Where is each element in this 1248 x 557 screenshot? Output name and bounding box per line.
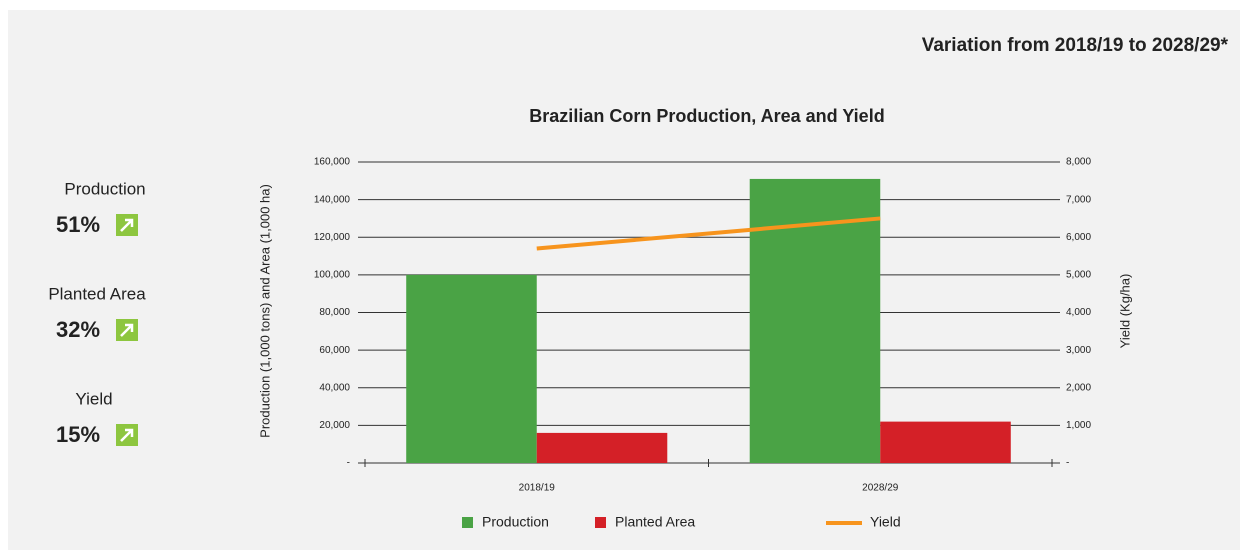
y-tick-label: 140,000	[314, 194, 351, 205]
x-tick-label: 2028/29	[862, 483, 899, 494]
panel	[8, 10, 1240, 550]
variation-label: Production	[64, 179, 145, 198]
line	[536, 216, 881, 251]
y-tick-label: 120,000	[314, 232, 351, 243]
legend-label: Planted Area	[615, 514, 695, 530]
arrow-icon	[116, 424, 138, 446]
variation-label: Planted Area	[48, 284, 146, 303]
y2-tick-label: 5,000	[1066, 270, 1091, 281]
variation-label: Yield	[75, 389, 112, 408]
variation-value: 32%	[56, 317, 100, 342]
chart-title: Brazilian Corn Production, Area and Yiel…	[529, 106, 884, 126]
y2-tick-label: 8,000	[1066, 157, 1091, 168]
bar	[880, 421, 1011, 463]
y-tick-label: 40,000	[319, 382, 350, 393]
y-tick-label: 60,000	[319, 345, 350, 356]
y2-tick-label: 3,000	[1066, 345, 1091, 356]
y2-axis-label: Yield (Kg/ha)	[1117, 274, 1132, 349]
bar	[536, 432, 668, 463]
y-tick-label: 80,000	[319, 307, 350, 318]
y2-tick-label: 4,000	[1066, 307, 1091, 318]
y-tick-label: 20,000	[319, 420, 350, 431]
heading: Variation from 2018/19 to 2028/29*	[922, 35, 1229, 56]
y2-tick-label: 7,000	[1066, 194, 1091, 205]
arrow-icon	[116, 214, 138, 236]
bar	[406, 274, 537, 463]
legend-swatch	[462, 517, 473, 528]
y-tick-label: 100,000	[314, 270, 351, 281]
legend-swatch	[595, 517, 606, 528]
legend-label: Production	[482, 514, 549, 530]
y2-tick-label: 2,000	[1066, 382, 1091, 393]
y-axis-label: Production (1,000 tons) and Area (1,000 …	[257, 184, 272, 438]
variation-value: 15%	[56, 422, 100, 447]
variation-value: 51%	[56, 212, 100, 237]
legend-label: Yield	[870, 514, 901, 530]
y2-tick-label: -	[1066, 458, 1069, 469]
y-tick-label: 160,000	[314, 157, 351, 168]
arrow-icon	[116, 319, 138, 341]
y2-tick-label: 6,000	[1066, 232, 1091, 243]
x-tick-label: 2018/19	[519, 483, 556, 494]
y-tick-label: -	[347, 458, 350, 469]
y2-tick-label: 1,000	[1066, 420, 1091, 431]
